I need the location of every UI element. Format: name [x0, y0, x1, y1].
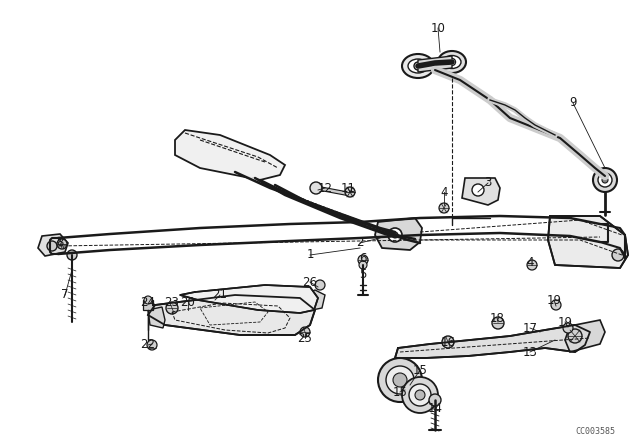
Polygon shape [143, 300, 153, 310]
Text: 20: 20 [180, 296, 195, 309]
Polygon shape [180, 285, 318, 313]
Ellipse shape [438, 51, 466, 73]
Text: 8: 8 [56, 237, 64, 250]
Circle shape [472, 184, 484, 196]
Circle shape [598, 173, 612, 187]
Circle shape [612, 249, 624, 261]
Circle shape [442, 336, 454, 348]
Polygon shape [375, 218, 422, 250]
Polygon shape [148, 307, 165, 328]
Polygon shape [565, 320, 605, 352]
Polygon shape [548, 216, 628, 268]
Text: 21: 21 [212, 289, 227, 302]
Polygon shape [316, 186, 350, 196]
Circle shape [563, 323, 573, 333]
Circle shape [527, 260, 537, 270]
Polygon shape [175, 130, 285, 180]
Circle shape [568, 329, 582, 343]
Circle shape [144, 296, 152, 304]
Circle shape [439, 203, 449, 213]
Text: 15: 15 [413, 363, 428, 376]
Polygon shape [462, 178, 500, 205]
Circle shape [57, 239, 67, 249]
Text: 11: 11 [340, 181, 355, 194]
Text: 16: 16 [440, 336, 456, 349]
Circle shape [386, 366, 414, 394]
Text: 9: 9 [569, 96, 577, 109]
Text: 22: 22 [141, 339, 156, 352]
Circle shape [388, 228, 402, 242]
Polygon shape [295, 290, 325, 312]
Circle shape [393, 373, 407, 387]
Circle shape [593, 168, 617, 192]
Circle shape [147, 340, 157, 350]
Text: 6: 6 [359, 251, 367, 264]
Text: 19: 19 [557, 315, 573, 328]
Text: 19: 19 [547, 293, 561, 306]
Text: 18: 18 [490, 311, 504, 324]
Polygon shape [148, 295, 315, 335]
Text: 7: 7 [61, 289, 68, 302]
Text: CC003585: CC003585 [575, 427, 615, 436]
Text: 26: 26 [303, 276, 317, 289]
Ellipse shape [449, 59, 456, 65]
Circle shape [47, 241, 57, 251]
Text: 15: 15 [392, 385, 408, 399]
Polygon shape [38, 234, 68, 256]
Polygon shape [235, 172, 397, 237]
Text: 2: 2 [356, 237, 364, 250]
Circle shape [602, 177, 608, 183]
Circle shape [359, 261, 367, 269]
Circle shape [492, 317, 504, 329]
Text: 25: 25 [298, 332, 312, 345]
Text: 1: 1 [307, 249, 314, 262]
Circle shape [409, 384, 431, 406]
Text: 3: 3 [484, 177, 492, 190]
Text: 17: 17 [522, 322, 538, 335]
Circle shape [415, 390, 425, 400]
Text: 4: 4 [440, 185, 448, 198]
Circle shape [358, 255, 368, 265]
Circle shape [378, 358, 422, 402]
Circle shape [67, 250, 77, 260]
Ellipse shape [414, 62, 422, 70]
Circle shape [551, 300, 561, 310]
Circle shape [345, 187, 355, 197]
Text: 5: 5 [359, 268, 367, 281]
Circle shape [315, 280, 325, 290]
Ellipse shape [402, 54, 434, 78]
Text: 10: 10 [431, 22, 445, 34]
Text: 14: 14 [428, 401, 442, 414]
Circle shape [300, 327, 310, 337]
Circle shape [166, 302, 178, 314]
Text: 13: 13 [523, 345, 538, 358]
Circle shape [392, 232, 398, 238]
Text: 4: 4 [526, 255, 534, 268]
Text: 23: 23 [164, 296, 179, 309]
Text: 12: 12 [317, 181, 333, 194]
Circle shape [429, 394, 441, 406]
Circle shape [310, 182, 322, 194]
Ellipse shape [408, 59, 428, 73]
Polygon shape [418, 56, 452, 72]
Polygon shape [395, 325, 590, 358]
Circle shape [402, 377, 438, 413]
Ellipse shape [443, 56, 461, 69]
Text: 24: 24 [141, 296, 156, 309]
